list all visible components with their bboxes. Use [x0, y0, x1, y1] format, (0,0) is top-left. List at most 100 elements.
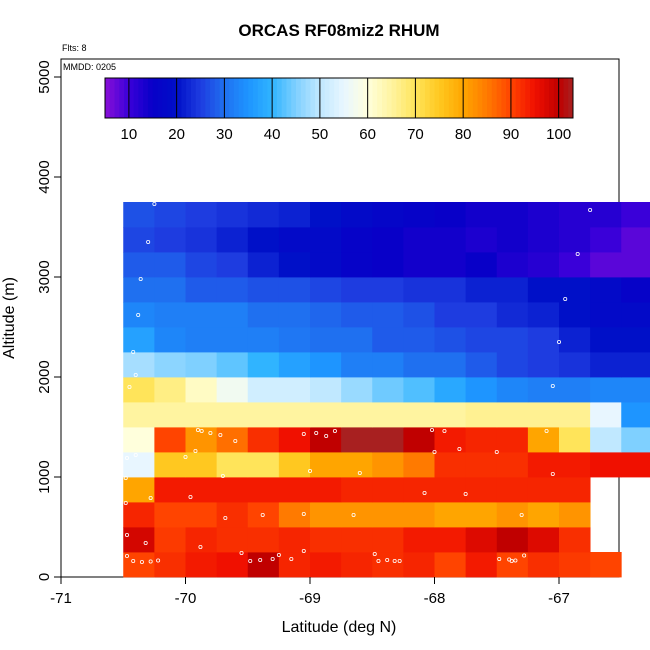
y-tick-label: 4000	[36, 160, 53, 193]
heatmap-cell	[216, 552, 249, 578]
heatmap-cell	[216, 227, 249, 253]
heatmap-cell	[123, 352, 155, 378]
heatmap-cell	[465, 452, 498, 478]
flight-point	[513, 558, 518, 563]
colorbar-segment	[147, 78, 154, 118]
heatmap-cell	[341, 427, 373, 453]
heatmap-cell	[247, 227, 280, 253]
heatmap-cell	[434, 527, 467, 553]
heatmap-cell	[496, 352, 529, 378]
flight-point	[324, 433, 329, 438]
flight-point	[563, 296, 568, 301]
heatmap-cell	[403, 277, 435, 303]
heatmap-cell	[341, 327, 373, 353]
heatmap-cell	[247, 477, 280, 503]
colorbar-segment	[391, 78, 397, 118]
colorbar-segment	[424, 78, 431, 118]
flight-point	[376, 559, 381, 564]
heatmap-cell	[527, 377, 560, 403]
colorbar-segment	[386, 78, 393, 118]
y-axis-label: Altitude (m)	[1, 277, 18, 359]
flight-point	[351, 513, 356, 518]
flight-point	[357, 470, 362, 475]
y-tick-label: 3000	[36, 260, 53, 293]
colorbar-segment	[563, 78, 569, 118]
y-axis: 0 1000 2000 3000 4000 5000	[36, 60, 61, 581]
flight-point	[314, 430, 319, 435]
colorbar-segment	[515, 78, 521, 118]
flight-point	[199, 428, 204, 433]
heatmap-cell	[496, 552, 529, 578]
colorbar-segment	[439, 78, 445, 118]
heatmap-cell	[310, 302, 342, 328]
heatmap-cell	[465, 377, 498, 403]
colorbar-segment	[477, 78, 483, 118]
flight-point	[519, 513, 524, 518]
colorbar-segment	[415, 78, 421, 118]
colorbar-segment	[238, 78, 244, 118]
colorbar-segment	[501, 78, 507, 118]
colorbar-segment	[348, 78, 354, 118]
heatmap-cell	[372, 452, 404, 478]
heatmap-cell	[216, 502, 249, 528]
heatmap-cell	[403, 452, 435, 478]
heatmap-cell	[372, 527, 404, 553]
heatmap-cell	[496, 277, 529, 303]
heatmap-cell	[123, 552, 155, 578]
x-tick-label: -70	[175, 590, 197, 607]
colorbar: 10 20 30 40 50 60 70 80 90 100	[104, 77, 574, 143]
heatmap-cell	[154, 252, 186, 278]
heatmap-cell	[590, 327, 622, 353]
flight-point	[220, 473, 225, 478]
flight-point	[123, 475, 128, 480]
heatmap-cell	[434, 227, 467, 253]
heatmap-cell	[278, 327, 311, 353]
heatmap-cell	[310, 552, 342, 578]
colorbar-segment	[334, 78, 340, 118]
colorbar-segment	[401, 78, 407, 118]
heatmap-cell	[496, 427, 529, 453]
colorbar-segment	[257, 78, 264, 118]
colorbar-segment	[367, 78, 373, 118]
heatmap-cell	[154, 452, 186, 478]
colorbar-tick-label: 10	[121, 126, 138, 143]
colorbar-segment	[434, 78, 440, 118]
heatmap-cell	[559, 452, 591, 478]
colorbar-segment	[482, 78, 488, 118]
heatmap-cell	[434, 352, 467, 378]
heatmap-cell	[434, 327, 467, 353]
heatmap-cell	[621, 352, 650, 378]
colorbar-tick-label: 70	[407, 126, 424, 143]
flight-point	[131, 349, 136, 354]
mmdd-label: MMDD: 0205	[63, 62, 116, 72]
heatmap-cell	[185, 427, 218, 453]
x-tick-label: -67	[548, 590, 570, 607]
heatmap-cell	[527, 502, 560, 528]
flight-point	[544, 428, 549, 433]
colorbar-segment	[458, 78, 464, 118]
heatmap-cell	[621, 327, 650, 353]
heatmap-cell	[123, 377, 155, 403]
heatmap-cell	[527, 252, 560, 278]
heatmap-cell	[559, 402, 591, 428]
flight-point	[332, 428, 337, 433]
heatmap-cell	[247, 452, 280, 478]
flight-point	[133, 372, 138, 377]
heatmap-cell	[590, 252, 622, 278]
colorbar-segment	[143, 78, 149, 118]
colorbar-segment	[124, 78, 130, 118]
colorbar-segment	[276, 78, 283, 118]
heatmap-cell	[278, 352, 311, 378]
colorbar-segment	[491, 78, 498, 118]
heatmap-cell	[434, 277, 467, 303]
heatmap-cell	[185, 402, 218, 428]
colorbar-segment	[109, 78, 116, 118]
heatmap-cell	[310, 377, 342, 403]
heatmap-cell	[216, 327, 249, 353]
colorbar-segment	[224, 78, 230, 118]
heatmap-cell	[559, 427, 591, 453]
flight-point	[223, 516, 228, 521]
heatmap-cell	[310, 252, 342, 278]
flight-point	[557, 339, 562, 344]
colorbar-segment	[358, 78, 364, 118]
